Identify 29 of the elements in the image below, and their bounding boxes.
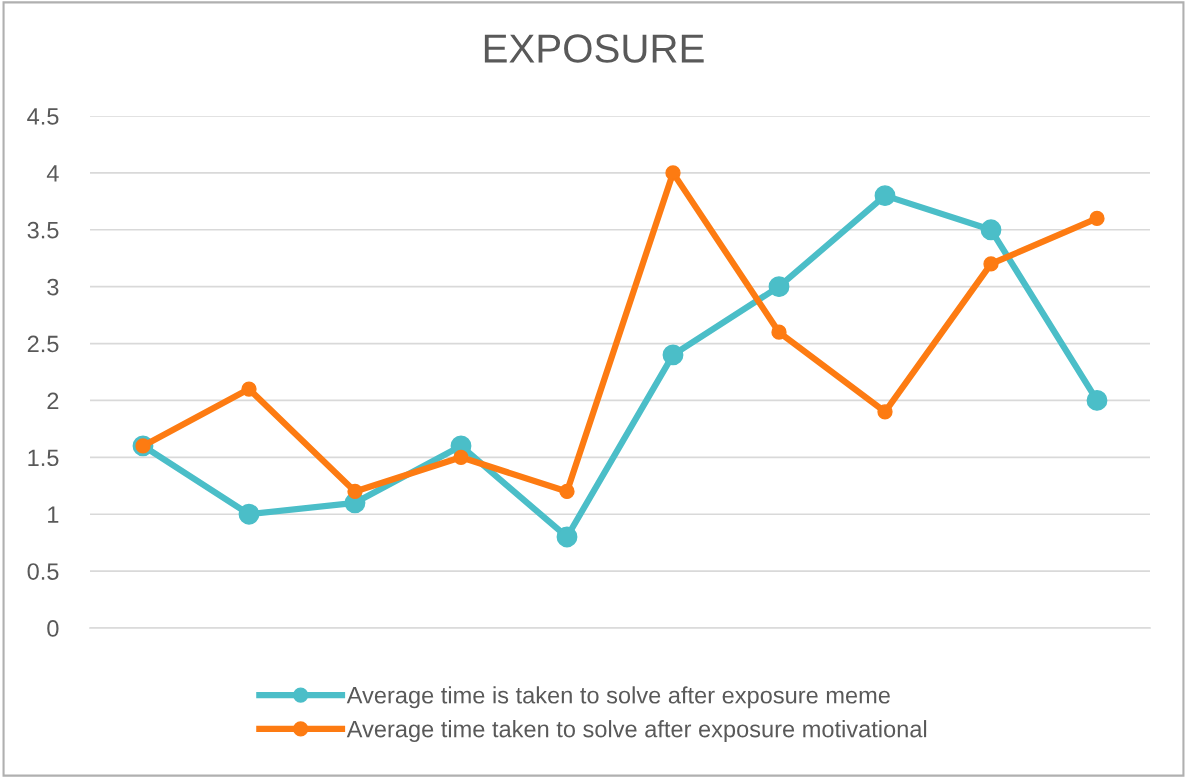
point xyxy=(556,526,578,548)
point xyxy=(980,219,1002,241)
point xyxy=(1089,210,1105,227)
y-tick-label: 2 xyxy=(47,392,59,409)
y-tick-label: 4 xyxy=(46,165,59,182)
point xyxy=(874,185,896,207)
y-tick-label: 1.5 xyxy=(28,449,59,467)
y-tick-label: 0.5 xyxy=(27,563,59,580)
point xyxy=(877,404,893,420)
point xyxy=(662,344,684,366)
point xyxy=(453,449,469,465)
point xyxy=(241,381,257,397)
point xyxy=(768,276,790,298)
y-tick-label: 3 xyxy=(47,278,59,296)
point xyxy=(1086,390,1108,411)
point xyxy=(238,503,260,525)
y-tick-label: 0 xyxy=(47,620,59,637)
point xyxy=(559,483,575,500)
point xyxy=(347,483,363,500)
legend-label: Average time taken to solve after exposure motivational xyxy=(346,720,927,743)
y-tick-label: 1 xyxy=(48,506,59,523)
y-tick-label: 3.5 xyxy=(27,221,59,239)
point xyxy=(665,165,681,181)
point xyxy=(771,324,787,340)
point xyxy=(983,256,999,272)
chart-title: EXPOSURE xyxy=(484,34,704,63)
y-tick-label: 4.5 xyxy=(27,108,59,125)
legend-label: Average time is taken to solve after exposure meme xyxy=(346,686,890,709)
y-tick-label: 2.5 xyxy=(27,335,59,353)
